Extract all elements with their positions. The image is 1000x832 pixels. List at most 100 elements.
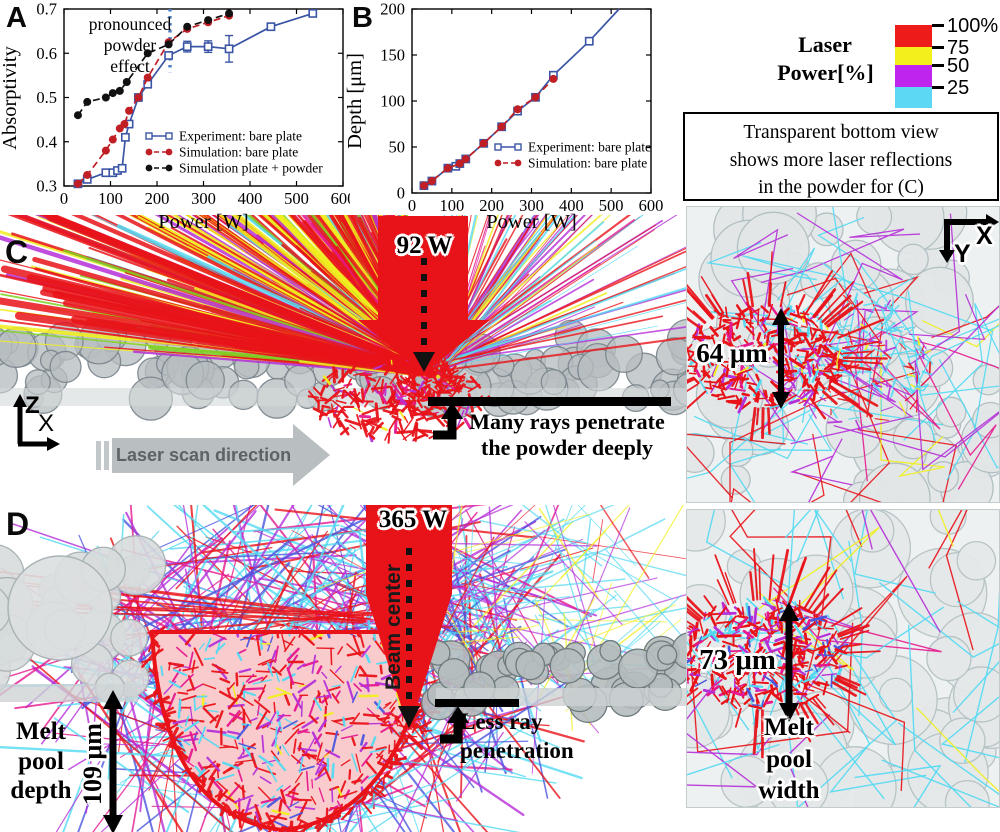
svg-text:300: 300 bbox=[519, 196, 544, 215]
svg-text:Experiment: bare plate: Experiment: bare plate bbox=[528, 140, 651, 155]
inset-d-width-arrow-bottom bbox=[779, 703, 799, 722]
svg-text:600: 600 bbox=[639, 196, 664, 215]
svg-text:150: 150 bbox=[380, 46, 405, 65]
svg-text:100: 100 bbox=[98, 189, 123, 208]
absorptivity-chart: 0 100 200 300 400 500 600 0.3 0.4 0.5 0.6 0.7 pronou… bbox=[0, 0, 350, 236]
bent-arrow-d bbox=[440, 718, 463, 744]
svg-text:powder: powder bbox=[104, 35, 157, 55]
colorbar-stop-75 bbox=[895, 47, 932, 65]
inset-d-width-arrow-top bbox=[779, 602, 799, 621]
annotation-bar-c bbox=[428, 397, 671, 406]
annotation-bar-d bbox=[435, 699, 519, 707]
laser-legend-title-2: Power[%] bbox=[777, 60, 874, 85]
scan-direction-label: Laser scan direction bbox=[116, 445, 292, 465]
svg-text:500: 500 bbox=[599, 196, 624, 215]
svg-text:0.5: 0.5 bbox=[36, 88, 57, 107]
penetration-note-d: Less ray penetration bbox=[460, 708, 620, 766]
svg-text:0: 0 bbox=[60, 189, 68, 208]
note-box-line-1: Transparent bottom view bbox=[743, 122, 939, 143]
svg-text:0: 0 bbox=[397, 184, 405, 203]
colorbar-stop-50 bbox=[895, 65, 932, 87]
panel-d-inset-bottom-view bbox=[686, 509, 1000, 808]
penetration-note-c-line2: the powder deeply bbox=[481, 435, 653, 461]
svg-text:Absorptivity: Absorptivity bbox=[0, 45, 21, 149]
svg-text:0.4: 0.4 bbox=[36, 132, 57, 151]
melt-pool-depth-word-1: Melt bbox=[16, 718, 66, 745]
beam-center-label: Beam center bbox=[382, 563, 405, 691]
svg-text:Power [W]: Power [W] bbox=[486, 211, 577, 233]
scan-arrow bbox=[112, 424, 330, 486]
beam-power-label-c: 92 W bbox=[396, 232, 453, 259]
svg-text:200: 200 bbox=[479, 196, 504, 215]
melt-pool-depth-word-3: depth bbox=[10, 777, 72, 804]
inset-c-width-arrow-bottom bbox=[772, 392, 790, 409]
beam-power-label-d: 365 W bbox=[378, 506, 448, 533]
penetration-note-d-line2: penetration bbox=[460, 737, 574, 763]
svg-text:0.3: 0.3 bbox=[36, 177, 57, 196]
melt-pool-width-word-2: pool bbox=[766, 746, 812, 773]
svg-text:Depth [μm]: Depth [μm] bbox=[345, 53, 366, 149]
svg-text:Experiment: bare plate: Experiment: bare plate bbox=[179, 129, 302, 144]
inset-axis-x-label: X bbox=[976, 222, 993, 250]
colorbar-stop-100% bbox=[895, 25, 932, 47]
colorbar-tick bbox=[932, 86, 944, 89]
melt-pool-depth-word-2: pool bbox=[18, 748, 64, 775]
colorbar-tick bbox=[932, 46, 944, 49]
svg-text:pronounced: pronounced bbox=[89, 14, 172, 34]
bent-arrow-head-d bbox=[447, 706, 469, 723]
panel-label-d: D bbox=[6, 506, 30, 542]
note-box-line-3: in the powder for (C) bbox=[758, 177, 924, 199]
svg-text:500: 500 bbox=[284, 189, 309, 208]
depth-arrow-bottom bbox=[103, 815, 123, 832]
panel-label-a: A bbox=[6, 2, 27, 34]
scan-arrow-stripe-2 bbox=[104, 441, 109, 470]
beam-center-arrowhead-c bbox=[413, 352, 435, 372]
axis-x-label-c: X bbox=[38, 410, 55, 437]
colorbar-label: 25 bbox=[947, 77, 970, 99]
panel-label-b: B bbox=[352, 2, 373, 34]
melt-pool-width-word-3: width bbox=[758, 777, 820, 804]
svg-text:Power [W]: Power [W] bbox=[158, 211, 249, 233]
note-box: Transparent bottom view shows more laser… bbox=[683, 112, 999, 201]
svg-text:0.6: 0.6 bbox=[36, 44, 57, 63]
svg-text:50: 50 bbox=[389, 138, 406, 157]
penetration-note-c-line1: Many rays penetrate bbox=[469, 409, 665, 434]
svg-text:Simulation: bare plate: Simulation: bare plate bbox=[528, 156, 647, 171]
colorbar-label: 100% bbox=[947, 15, 999, 37]
penetration-note-c: Many rays penetrate the powder deeply bbox=[448, 409, 686, 462]
svg-text:Simulation: bare plate: Simulation: bare plate bbox=[179, 145, 298, 160]
svg-text:0.7: 0.7 bbox=[36, 0, 57, 19]
svg-text:600: 600 bbox=[331, 189, 350, 208]
svg-text:300: 300 bbox=[191, 189, 216, 208]
scan-arrow-stripe-1 bbox=[96, 441, 101, 470]
bent-arrow-c bbox=[433, 414, 457, 440]
laser-power-colorbar-labels: 100% 75 50 25 bbox=[932, 16, 1000, 125]
svg-text:400: 400 bbox=[238, 189, 263, 208]
panel-label-c: C bbox=[5, 234, 29, 270]
bent-arrow-head-c bbox=[441, 402, 463, 419]
depth-arrow-top bbox=[103, 690, 123, 709]
inset-axis-x-arrowhead bbox=[986, 214, 999, 230]
inset-axis-y-label: Y bbox=[954, 240, 971, 268]
note-box-line-2: shows more laser reflections bbox=[729, 149, 953, 171]
axis-x-arrowhead-c bbox=[47, 437, 60, 451]
svg-text:400: 400 bbox=[559, 196, 584, 215]
svg-text:Simulation plate + powder: Simulation plate + powder bbox=[179, 161, 323, 176]
axis-z-arrowhead bbox=[13, 394, 27, 407]
panel-c-inset-bottom-view bbox=[686, 206, 1000, 503]
svg-text:100: 100 bbox=[439, 196, 464, 215]
svg-text:effect: effect bbox=[110, 56, 150, 76]
colorbar-stop-25 bbox=[895, 87, 932, 108]
melt-width-value-c: 64 μm bbox=[696, 338, 768, 368]
svg-text:0: 0 bbox=[408, 196, 416, 215]
svg-text:200: 200 bbox=[145, 189, 170, 208]
axis-z-label: Z bbox=[25, 392, 40, 419]
colorbar-label: 75 bbox=[947, 37, 970, 59]
laser-legend-title-1: Laser bbox=[798, 32, 852, 57]
inset-c-width-arrow-top bbox=[772, 308, 790, 325]
colorbar-label: 50 bbox=[947, 55, 970, 77]
svg-text:200: 200 bbox=[380, 0, 405, 19]
depth-chart: 0 100 200 300 400 500 600 0 50 100 150 200 Experimen… bbox=[345, 0, 685, 236]
